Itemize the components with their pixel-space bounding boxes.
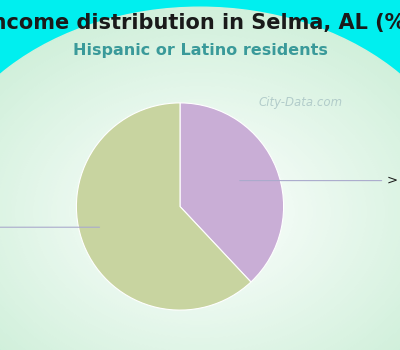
Circle shape [137,164,263,260]
Circle shape [24,79,376,345]
Circle shape [34,86,366,338]
Circle shape [146,171,254,253]
Circle shape [168,188,232,236]
Text: Hispanic or Latino residents: Hispanic or Latino residents [72,43,328,58]
Circle shape [60,106,340,318]
Circle shape [65,110,335,314]
Text: > $200k: > $200k [240,174,400,187]
Circle shape [0,38,400,350]
Circle shape [0,28,400,350]
Circle shape [173,191,227,232]
Circle shape [0,18,400,350]
Circle shape [42,92,358,331]
Circle shape [106,140,294,284]
Wedge shape [76,103,251,310]
Circle shape [56,103,344,321]
Circle shape [128,158,272,267]
Circle shape [160,181,240,243]
Circle shape [96,133,304,290]
Circle shape [16,72,384,350]
Circle shape [11,69,389,350]
Circle shape [101,137,299,287]
Circle shape [110,144,290,280]
Circle shape [78,120,322,304]
Text: City-Data.com: City-Data.com [259,96,343,109]
Circle shape [83,123,317,301]
Circle shape [132,161,268,263]
Circle shape [124,154,276,270]
Circle shape [164,185,236,239]
Text: Income distribution in Selma, AL (%): Income distribution in Selma, AL (%) [0,13,400,33]
Circle shape [2,62,398,350]
Circle shape [182,198,218,226]
Circle shape [0,55,400,350]
Circle shape [196,209,204,215]
Circle shape [0,10,400,350]
Text: $50k: $50k [0,221,100,234]
Circle shape [88,127,312,297]
Circle shape [0,7,400,350]
Circle shape [114,147,286,277]
Circle shape [191,205,209,219]
Circle shape [0,35,400,350]
Circle shape [74,117,326,308]
Circle shape [0,48,400,350]
Wedge shape [180,103,284,282]
Circle shape [0,58,400,350]
Circle shape [119,150,281,273]
Circle shape [0,14,400,350]
Circle shape [47,96,353,328]
Circle shape [0,45,400,350]
Circle shape [38,89,362,335]
Circle shape [150,174,250,250]
Circle shape [6,65,394,350]
Circle shape [70,113,330,311]
Circle shape [0,51,400,350]
Circle shape [0,24,400,350]
Circle shape [29,82,371,342]
Circle shape [142,168,258,256]
Circle shape [155,178,245,246]
Circle shape [186,202,214,222]
Circle shape [52,99,348,324]
Circle shape [92,130,308,294]
Circle shape [0,31,400,350]
Circle shape [20,76,380,349]
Circle shape [0,21,400,350]
Circle shape [0,41,400,350]
Circle shape [178,195,222,229]
